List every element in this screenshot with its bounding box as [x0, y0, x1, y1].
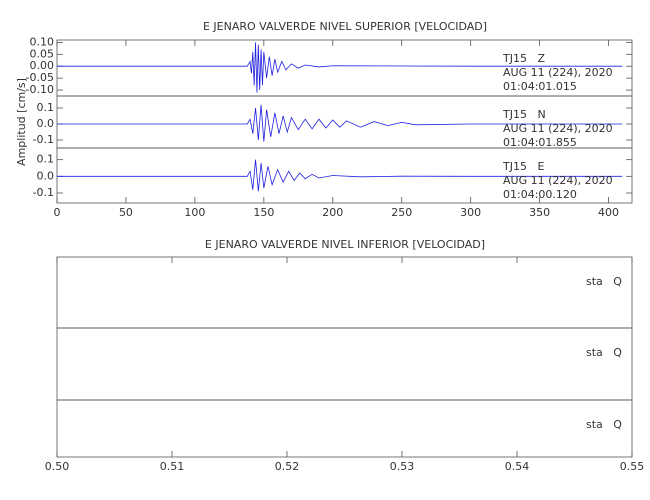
x-tick-label: 0.50 [45, 460, 70, 473]
x-tick-label: 0 [54, 206, 61, 219]
x-tick-label: 300 [460, 206, 481, 219]
y-tick-label: 0.0 [37, 117, 55, 130]
y-tick-label: 0.1 [37, 101, 55, 114]
waveform [57, 159, 623, 192]
y-tick-label: -0.05 [26, 71, 54, 84]
trace-label: sta Q [586, 418, 622, 431]
chart-title: E JENARO VALVERDE NIVEL SUPERIOR [VELOCI… [203, 20, 487, 33]
waveform [57, 104, 623, 142]
x-tick-label: 0.52 [275, 460, 300, 473]
trace-label: 01:04:00.120 [503, 188, 577, 201]
x-tick-label: 100 [184, 206, 205, 219]
trace-label: 01:04:01.855 [503, 136, 577, 149]
y-tick-label: 0.1 [37, 153, 55, 166]
trace-label: sta Q [586, 346, 622, 359]
panel-frame [56, 147, 633, 204]
y-tick-label: -0.1 [33, 133, 54, 146]
x-tick-label: 200 [322, 206, 343, 219]
x-tick-label: 50 [119, 206, 133, 219]
trace-label: TJ15 N [502, 108, 546, 121]
x-tick-label: 0.51 [160, 460, 185, 473]
waveform [57, 42, 623, 93]
panel-frame [56, 327, 633, 401]
trace-label: sta Q [586, 275, 622, 288]
y-tick-label: 0.05 [30, 47, 55, 60]
panel-frame [56, 399, 633, 458]
y-tick-label: -0.1 [33, 186, 54, 199]
trace-label: AUG 11 (224), 2020 [503, 174, 613, 187]
y-tick-label: 0.10 [30, 35, 55, 48]
trace-label: TJ15 Z [502, 52, 545, 65]
y-tick-label: -0.10 [26, 83, 54, 96]
y-axis-label: Amplitud [cm/s] [15, 78, 28, 166]
trace-label: AUG 11 (224), 2020 [503, 122, 613, 135]
panel-frame [56, 256, 633, 329]
chart-title: E JENARO VALVERDE NIVEL INFERIOR [VELOCI… [205, 238, 485, 251]
trace-label: 01:04:01.015 [503, 80, 577, 93]
x-tick-label: 0.55 [620, 460, 645, 473]
y-tick-label: 0.0 [37, 169, 55, 182]
trace-label: AUG 11 (224), 2020 [503, 66, 613, 79]
x-tick-label: 0.53 [390, 460, 415, 473]
x-tick-label: 150 [253, 206, 274, 219]
x-tick-label: 250 [391, 206, 412, 219]
x-tick-label: 400 [598, 206, 619, 219]
x-tick-label: 0.54 [505, 460, 530, 473]
y-tick-label: 0.00 [30, 59, 55, 72]
trace-label: TJ15 E [502, 160, 544, 173]
x-tick-label: 350 [529, 206, 550, 219]
